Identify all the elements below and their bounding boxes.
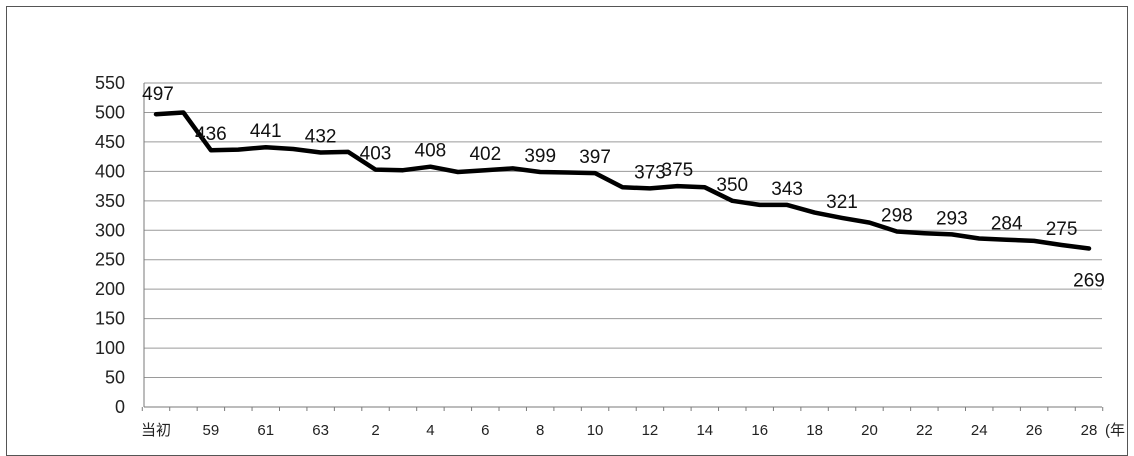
- x-tick-label: 26: [1026, 422, 1043, 439]
- data-label: 402: [469, 144, 501, 165]
- data-label: 497: [142, 84, 174, 105]
- data-label: 275: [1046, 219, 1078, 240]
- y-tick-label: 250: [95, 250, 125, 270]
- x-tick-label: 24: [971, 422, 988, 439]
- x-tick-label: 18: [806, 422, 823, 439]
- data-label: 399: [524, 146, 556, 167]
- data-label: 293: [936, 208, 968, 229]
- y-tick-label: 400: [95, 161, 125, 181]
- x-tick-label: 8: [536, 422, 544, 439]
- data-label: 375: [662, 160, 694, 181]
- data-label: 408: [415, 141, 447, 162]
- chart-frame: 0 50 100 150 200 250 300 350 400 450 500 550 当初 59 61…: [6, 6, 1128, 456]
- x-tick-label: 28: [1081, 422, 1098, 439]
- data-label: 436: [195, 124, 227, 145]
- data-label: 441: [250, 121, 282, 142]
- x-tick-label: 61: [257, 422, 274, 439]
- y-tick-label: 450: [95, 132, 125, 152]
- y-tick-label: 550: [95, 73, 125, 93]
- y-tick-label: 0: [115, 397, 125, 417]
- x-tick-labels: 当初 59 61 63 2 4 6 8 10 12 14 16 18 20 22 24 26 28 (年: [141, 422, 1125, 439]
- y-tick-label: 350: [95, 191, 125, 211]
- x-tick-label: 4: [426, 422, 434, 439]
- x-tick-label: 14: [696, 422, 713, 439]
- data-label: 321: [826, 192, 858, 213]
- y-tick-label: 200: [95, 279, 125, 299]
- x-tick-label: 16: [751, 422, 768, 439]
- data-label: 269: [1073, 271, 1105, 292]
- y-tick-labels: 0 50 100 150 200 250 300 350 400 450 500 550: [95, 73, 125, 417]
- gridlines: [144, 83, 1102, 378]
- x-tick-label: 63: [312, 422, 329, 439]
- x-tick-label: 20: [861, 422, 878, 439]
- x-tick-label: 10: [587, 422, 604, 439]
- x-tick-label: 22: [916, 422, 933, 439]
- x-tick-label: 当初: [141, 422, 171, 439]
- data-label: 432: [305, 127, 337, 148]
- y-tick-label: 50: [105, 368, 125, 388]
- data-label: 350: [716, 175, 748, 196]
- data-label: 397: [579, 147, 611, 168]
- x-tick-label: 6: [481, 422, 489, 439]
- y-tick-label: 300: [95, 220, 125, 240]
- x-axis-unit: (年: [1105, 422, 1125, 439]
- axes: [142, 83, 1102, 411]
- y-tick-label: 500: [95, 102, 125, 122]
- data-label: 403: [360, 144, 392, 165]
- data-label: 284: [991, 214, 1023, 235]
- x-tick-label: 2: [371, 422, 379, 439]
- data-label: 298: [881, 205, 913, 226]
- x-tick-label: 59: [203, 422, 220, 439]
- x-tick-label: 12: [642, 422, 659, 439]
- y-tick-label: 150: [95, 309, 125, 329]
- data-label: 343: [771, 179, 803, 200]
- y-tick-label: 100: [95, 338, 125, 358]
